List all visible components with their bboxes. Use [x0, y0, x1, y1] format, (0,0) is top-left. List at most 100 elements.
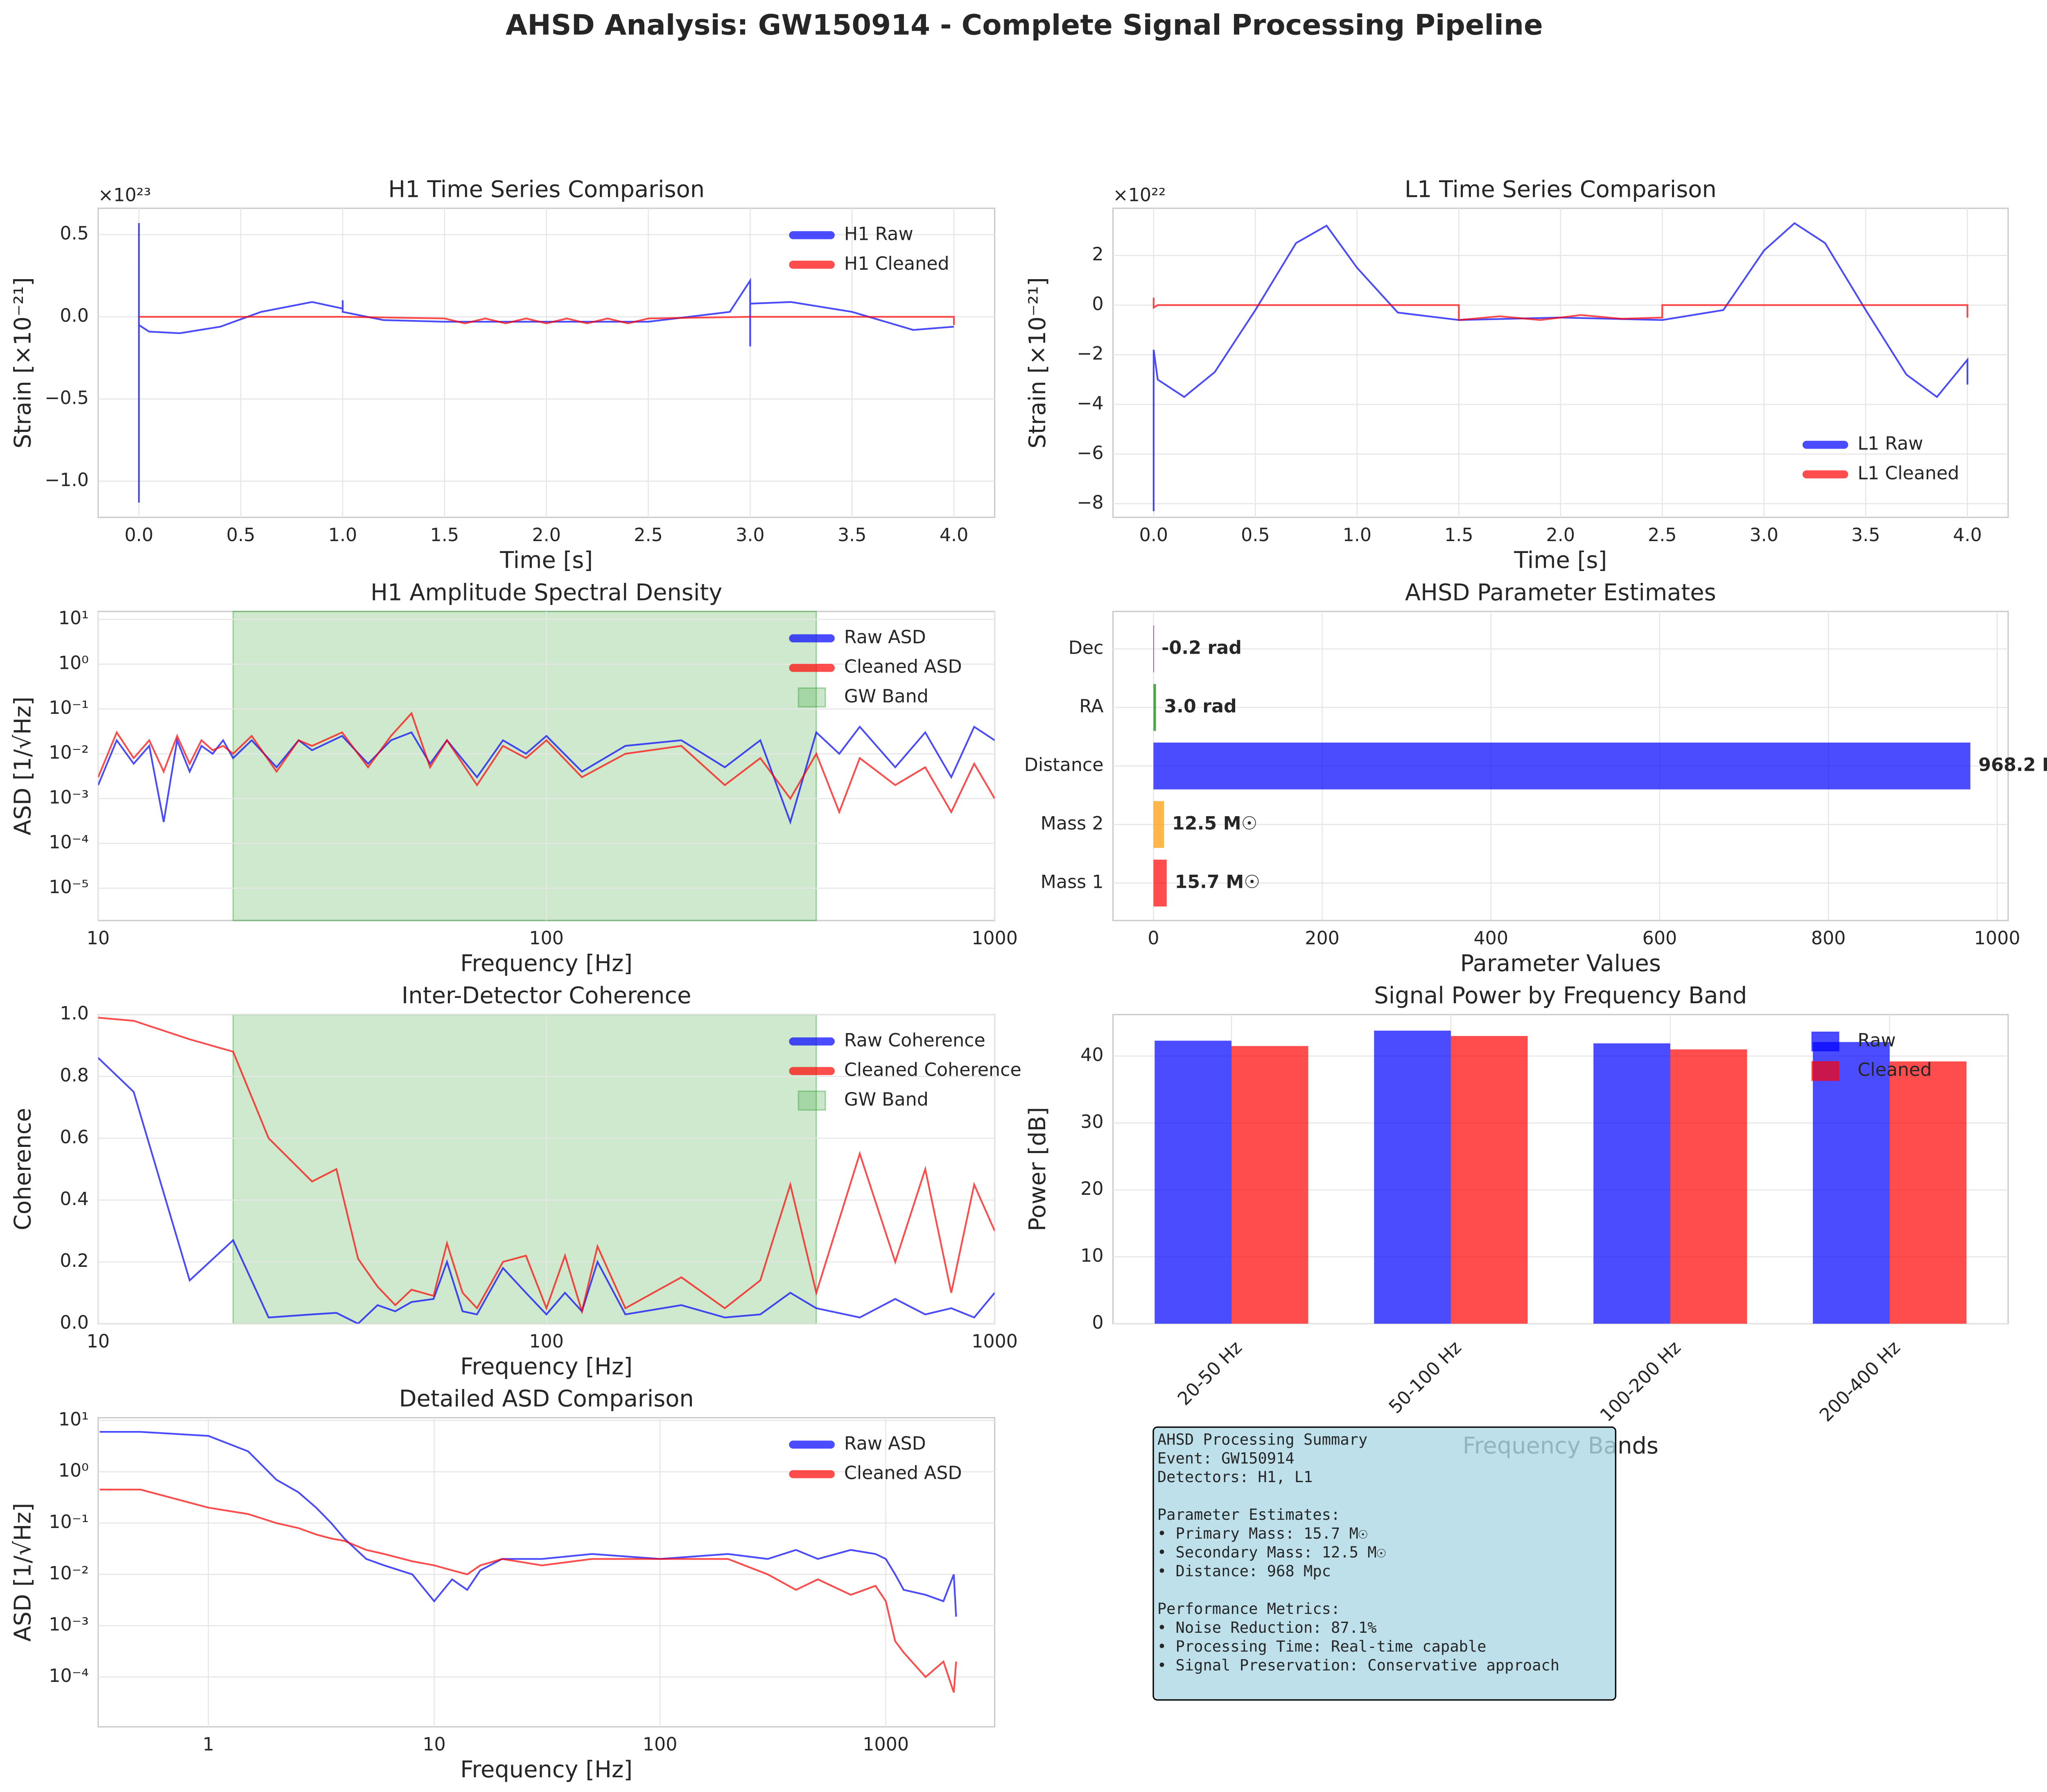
legend-label: L1 Raw [1857, 433, 1923, 454]
x-tick-label: 100 [529, 928, 564, 949]
x-tick-label: 2.5 [1648, 525, 1676, 546]
data-line [1152, 298, 1968, 321]
x-axis-label: Time [s] [499, 547, 593, 573]
data-line [139, 316, 955, 325]
y-tick-label: 20 [1080, 1178, 1103, 1199]
band-span [232, 611, 817, 921]
y-tick-label: Mass 2 [1041, 813, 1104, 834]
y-axis-label: ASD [1/√Hz] [9, 697, 36, 835]
value-label: 968.2 Mpc [1978, 754, 2047, 775]
x-tick-label: 10 [87, 1331, 110, 1352]
x-tick-label: 0.0 [124, 525, 153, 546]
summary-line: • Processing Time: Real-time capable [1157, 1638, 1487, 1655]
y-tick-label: RA [1079, 696, 1103, 717]
bar [1813, 1042, 1890, 1324]
legend-label: Cleaned Coherence [844, 1060, 1021, 1081]
summary-line: Parameter Estimates: [1157, 1506, 1340, 1523]
y-tick-label: −0.5 [45, 388, 89, 409]
legend-label: H1 Raw [844, 224, 913, 245]
legend-label: L1 Cleaned [1857, 463, 1959, 484]
y-axis-label: ASD [1/√Hz] [9, 1503, 36, 1642]
y-tick-label: 2 [1092, 244, 1103, 265]
y-tick-label: Mass 1 [1041, 871, 1104, 892]
x-tick-label: 200 [1305, 928, 1340, 949]
summary-line: • Signal Preservation: Conservative appr… [1157, 1657, 1559, 1674]
y-tick-label: 10⁻³ [49, 787, 89, 808]
summary-line: • Distance: 968 Mpc [1157, 1562, 1331, 1580]
data-line [98, 725, 995, 825]
x-tick-label: 3.0 [1749, 525, 1778, 546]
legend-label: GW Band [844, 686, 929, 707]
x-tick-label: 1.0 [1343, 525, 1371, 546]
summary-line: • Primary Mass: 15.7 M☉ [1157, 1525, 1367, 1542]
y-tick-label: 0.5 [60, 223, 88, 244]
x-tick-label: 0.0 [1139, 525, 1168, 546]
value-label: 3.0 rad [1164, 696, 1236, 717]
y-tick-label: 0.0 [60, 305, 88, 326]
y-tick-label: −4 [1077, 393, 1103, 414]
summary-line: • Secondary Mass: 12.5 M☉ [1157, 1544, 1386, 1561]
panel-title: Inter-Detector Coherence [402, 982, 691, 1009]
y-tick-label: −1.0 [45, 470, 89, 491]
legend-swatch [798, 687, 826, 708]
y-tick-label: 10⁻⁴ [49, 832, 89, 853]
summary-line: Performance Metrics: [1157, 1600, 1340, 1618]
band-span [232, 1014, 817, 1325]
offset-text: ×10²² [1113, 185, 1166, 205]
value-label: 12.5 M☉ [1172, 813, 1258, 834]
plot-area [97, 1417, 996, 1728]
data-line [1152, 222, 1968, 511]
bar [1374, 1030, 1451, 1324]
x-axis-label: Frequency [Hz] [460, 1353, 633, 1380]
legend-label: Raw ASD [844, 627, 926, 648]
x-tick-label: 3.5 [838, 525, 866, 546]
y-tick-label: 0.0 [60, 1312, 88, 1333]
y-tick-label: −8 [1077, 492, 1103, 513]
x-tick-label: 0.5 [1241, 525, 1270, 546]
data-line [98, 1017, 995, 1315]
y-tick-label: 40 [1080, 1045, 1103, 1065]
x-tick-label: 0.5 [226, 525, 255, 546]
x-axis-label: Frequency [Hz] [460, 1756, 633, 1783]
x-tick-label: 4.0 [1953, 525, 1981, 546]
y-tick-label: 0 [1092, 1312, 1103, 1333]
legend-label: Cleaned ASD [844, 1463, 962, 1484]
panel-title: H1 Amplitude Spectral Density [371, 579, 722, 606]
x-tick-label: 2.0 [532, 525, 560, 546]
legend-label: Raw ASD [844, 1433, 926, 1454]
bar [1153, 860, 1167, 907]
x-tick-label: 0 [1148, 928, 1159, 949]
legend-label: Cleaned ASD [844, 657, 962, 677]
y-tick-label: 30 [1080, 1112, 1103, 1133]
summary-line: Detectors: H1, L1 [1157, 1468, 1313, 1486]
y-tick-label: 10⁻¹ [49, 1512, 89, 1532]
bar [1153, 684, 1156, 731]
y-tick-label: −2 [1077, 343, 1103, 364]
y-tick-label: 10⁻⁴ [49, 1666, 89, 1686]
x-tick-label: 100 [529, 1331, 564, 1352]
y-tick-label: 10⁻⁵ [49, 877, 89, 898]
y-tick-label: 10¹ [59, 608, 89, 629]
x-tick-label: 1000 [972, 1331, 1018, 1352]
x-tick-label: 4.0 [940, 525, 968, 546]
y-tick-label: 10⁻³ [49, 1614, 89, 1635]
bar [1889, 1061, 1967, 1324]
x-tick-label: 800 [1811, 928, 1846, 949]
legend-label: GW Band [844, 1089, 929, 1110]
x-axis-label: Time [s] [1514, 547, 1607, 573]
x-tick-label: 3.5 [1851, 525, 1880, 546]
data-line [99, 1489, 957, 1693]
y-tick-label: 10¹ [59, 1409, 89, 1430]
y-tick-label: Distance [1024, 754, 1104, 775]
legend-label: Cleaned [1857, 1060, 1932, 1081]
y-tick-label: 0.4 [60, 1189, 88, 1210]
value-label: 15.7 M☉ [1175, 871, 1260, 892]
value-label: -0.2 rad [1161, 637, 1242, 658]
x-axis-label: Frequency [Hz] [460, 950, 633, 977]
y-tick-label: 10⁻¹ [49, 697, 89, 718]
x-tick-label: 1000 [972, 928, 1018, 949]
y-tick-label: 0.6 [60, 1127, 88, 1148]
x-tick-label: 1000 [863, 1734, 909, 1755]
